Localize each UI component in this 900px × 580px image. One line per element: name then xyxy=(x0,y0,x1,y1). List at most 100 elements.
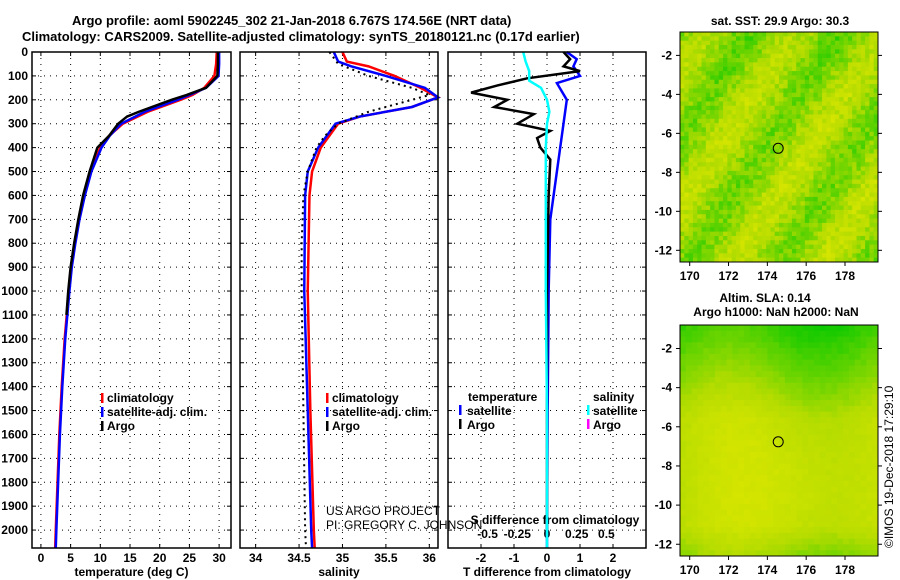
map-cell xyxy=(852,58,857,63)
map-cell xyxy=(779,550,786,557)
map-cell xyxy=(727,140,733,146)
map-cell xyxy=(860,394,867,401)
map-cell xyxy=(819,480,827,488)
map-cell xyxy=(697,45,703,50)
map-cell xyxy=(755,382,763,390)
map-cell xyxy=(766,218,771,224)
map-cell xyxy=(744,196,750,202)
map-cell xyxy=(804,79,810,85)
map-cell xyxy=(718,97,724,102)
map-cell xyxy=(860,452,867,459)
map-cell xyxy=(766,49,771,55)
map-cell xyxy=(688,188,694,194)
map-cell xyxy=(685,452,693,459)
map-cell xyxy=(822,62,827,68)
map-cell xyxy=(830,257,836,263)
map-cell xyxy=(720,544,728,551)
map-cell xyxy=(869,32,875,37)
map-cell xyxy=(796,79,802,85)
y-tick-label: 1000 xyxy=(1,284,28,298)
map-cell xyxy=(856,36,862,42)
map-cell xyxy=(796,157,802,163)
map-cell xyxy=(680,257,685,263)
map-cell xyxy=(766,188,771,194)
map-cell xyxy=(727,222,733,228)
map-cell xyxy=(727,84,733,89)
map-cell xyxy=(787,66,793,72)
map-cell xyxy=(837,417,844,424)
map-cell xyxy=(685,336,693,343)
map-cell xyxy=(770,36,776,42)
map-cell xyxy=(852,175,857,181)
map-cell xyxy=(813,188,819,194)
map-cell xyxy=(680,144,685,150)
map-cell xyxy=(790,342,797,349)
map-cell xyxy=(869,144,875,150)
map-cell xyxy=(779,376,786,384)
map-cell xyxy=(819,336,827,343)
map-cell xyxy=(784,342,792,349)
map-cell xyxy=(869,105,875,111)
map-cell xyxy=(856,105,862,111)
map-cell xyxy=(684,144,690,150)
map-cell xyxy=(753,222,758,228)
map-cell xyxy=(738,515,745,522)
map-cell xyxy=(790,521,797,528)
map-cell xyxy=(757,240,763,246)
map-cell xyxy=(804,222,810,228)
map-cell xyxy=(773,532,780,540)
map-cell xyxy=(718,40,724,46)
map-cell xyxy=(796,170,802,176)
map-cell xyxy=(749,353,757,361)
map-cell xyxy=(839,71,845,76)
map-cell xyxy=(860,110,866,115)
map-cell xyxy=(718,101,724,107)
map-cell xyxy=(714,475,722,482)
map-cell xyxy=(784,538,792,545)
map-cell xyxy=(685,440,693,447)
map-cell xyxy=(753,257,758,263)
map-cell xyxy=(839,196,845,202)
map-cell xyxy=(872,400,879,407)
map-cell xyxy=(826,75,832,81)
map-cell xyxy=(790,405,797,413)
map-cell xyxy=(860,405,867,413)
map-cell xyxy=(856,192,862,198)
map-cell xyxy=(755,353,763,361)
map-cell xyxy=(680,382,687,390)
map-cell xyxy=(802,521,809,528)
map-cell xyxy=(731,227,737,233)
map-cell xyxy=(847,92,853,98)
map-cell xyxy=(709,325,716,332)
map-cell xyxy=(688,227,694,233)
map-cell xyxy=(744,183,750,189)
map-cell xyxy=(714,105,720,111)
map-cell xyxy=(839,183,845,189)
map-cell xyxy=(865,240,870,246)
map-cell xyxy=(813,423,821,430)
map-cell xyxy=(766,157,771,163)
map-cell xyxy=(748,235,754,241)
map-cell xyxy=(770,162,776,168)
map-cell xyxy=(705,101,711,107)
map-cell xyxy=(869,45,875,50)
map-cell xyxy=(697,434,704,441)
map-cell xyxy=(787,105,793,111)
map-cell xyxy=(735,118,741,124)
map-cell xyxy=(825,394,832,401)
map-cell xyxy=(701,36,707,42)
map-cell xyxy=(831,434,838,441)
map-cell xyxy=(744,457,751,465)
map-cell xyxy=(726,498,733,505)
map-cell xyxy=(701,248,707,254)
map-cell xyxy=(865,175,870,181)
map-cell xyxy=(714,110,720,115)
map-cell xyxy=(817,40,823,46)
map-cell xyxy=(726,480,733,488)
map-cell xyxy=(796,127,802,133)
map-cell xyxy=(873,240,879,246)
map-cell xyxy=(701,240,707,246)
map-cell xyxy=(809,214,814,220)
map-cell xyxy=(692,144,698,150)
map-cell xyxy=(819,492,827,499)
